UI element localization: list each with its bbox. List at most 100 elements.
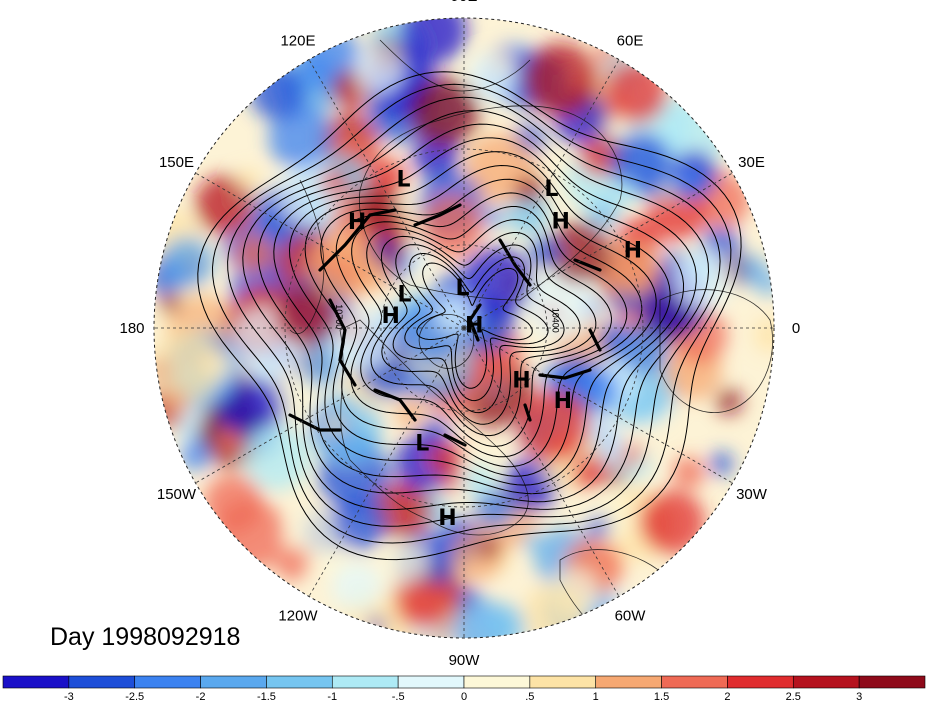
jet-streak-contour [413, 203, 462, 227]
height-contour [380, 232, 581, 425]
latitude-circle [380, 244, 548, 412]
anomaly-patch [709, 451, 734, 476]
jet-streak-contour [588, 328, 602, 352]
anomaly-patch [400, 18, 467, 64]
colorbar-tick-label: 1.5 [654, 691, 669, 702]
height-contour [392, 244, 565, 414]
anomaly-patch [154, 330, 223, 404]
colorbar-swatch [661, 675, 728, 689]
high-pressure-label: H [438, 506, 456, 531]
low-pressure-label: L [397, 167, 411, 192]
anomaly-patch [505, 191, 549, 236]
jet-streak-contour [288, 413, 342, 432]
high-pressure-label: H [512, 369, 530, 394]
colorbar-tick-label: 2.5 [786, 691, 801, 702]
low-pressure-label: L [544, 177, 558, 202]
jet-contours [288, 203, 602, 447]
colorbar-tick-label: -3 [64, 691, 74, 702]
high-pressure-label: H [348, 210, 366, 235]
latitude-circle [284, 148, 644, 508]
colorbar-swatch [266, 675, 333, 689]
longitude-label: 60E [617, 32, 644, 49]
anomaly-patch [515, 175, 544, 204]
longitude-label: 150E [159, 154, 194, 171]
day-label: Day 1998092918 [50, 623, 240, 651]
high-pressure-label: H [552, 210, 570, 235]
anomaly-patch [249, 64, 306, 121]
colorbar-tick-label: 3 [856, 691, 862, 702]
anomaly-patch [458, 586, 480, 608]
height-contour [320, 178, 643, 468]
colorbar-tick-label: -.5 [392, 691, 405, 702]
colorbar-swatch [595, 675, 662, 689]
anomaly-patch [672, 456, 705, 489]
colorbar: -3 -2.5 -2 -1.5 -1 -.5 0 .5 1 1.5 2 2.5 3 [2, 675, 926, 702]
high-pressure-label: H [465, 313, 483, 338]
colorbar-tick-label: 0 [461, 691, 467, 702]
high-pressure-label: H [624, 238, 642, 263]
anomaly-patch [332, 562, 382, 612]
anomaly-patch [756, 272, 774, 296]
anomaly-patch [194, 175, 256, 236]
colorbar-tick-label: 1 [593, 691, 599, 702]
meridian-line [463, 327, 620, 597]
jet-streak-contour [443, 433, 467, 447]
jet-streak-contour [328, 298, 357, 387]
longitude-label: 120E [280, 32, 315, 49]
longitude-label: 150W [157, 486, 197, 503]
anomaly-patch [610, 132, 673, 195]
anomaly-patch [350, 432, 380, 463]
anomaly-patch [640, 489, 705, 555]
colorbar-swatch [68, 675, 136, 689]
jet-streak-contour [468, 303, 482, 342]
anomaly-patch [434, 292, 476, 334]
anomaly-patch [523, 582, 587, 638]
colorbar-tick-label: .5 [525, 691, 534, 702]
anomaly-patch [268, 105, 333, 170]
anomaly-patch [606, 245, 659, 298]
longitude-label: 0 [792, 320, 800, 337]
anomaly-patch [275, 545, 311, 581]
anomaly-patch [379, 540, 428, 589]
height-contour [211, 83, 732, 544]
longitude-label: 90W [449, 652, 481, 669]
low-pressure-label: L [456, 276, 470, 301]
jet-streak-contour [498, 238, 532, 287]
map-boundary [153, 17, 775, 639]
anomaly-patch [736, 254, 767, 285]
height-contour [197, 71, 742, 561]
longitude-label: 180 [119, 320, 144, 337]
jet-streak-contour [538, 368, 592, 380]
low-pressure-label: L [397, 283, 411, 308]
colorbar-swatch [397, 675, 465, 689]
colorbar-swatch [2, 675, 70, 689]
anomaly-patch [482, 207, 503, 228]
meridian-line [463, 327, 733, 484]
anomaly-patch [715, 388, 743, 415]
height-contours [197, 71, 742, 561]
height-contour [366, 219, 597, 437]
colorbar-swatch [727, 675, 794, 689]
anomaly-patch [321, 170, 347, 196]
longitude-label: 30W [736, 486, 768, 503]
anomaly-patch [398, 577, 450, 629]
low-pressure-label: L [415, 432, 429, 457]
anomaly-patch [419, 194, 484, 259]
anomaly-patch [475, 489, 515, 529]
anomaly-patch [159, 292, 181, 314]
colorbar-tick-label: 2 [724, 691, 730, 702]
colorbar-tick-label: -2.5 [125, 691, 144, 702]
meridian-line [463, 172, 733, 329]
meridian-line [308, 327, 465, 597]
anomaly-patch [236, 168, 261, 193]
anomaly-patch [216, 376, 281, 441]
height-contour [273, 137, 685, 495]
anomaly-patch [355, 46, 404, 95]
anomaly-patch [160, 236, 214, 290]
anomaly-patch [203, 473, 263, 534]
colorbar-swatch [792, 675, 860, 689]
meridian-line [195, 327, 465, 484]
high-pressure-label: H [554, 389, 572, 414]
colorbar-swatch [529, 675, 597, 689]
